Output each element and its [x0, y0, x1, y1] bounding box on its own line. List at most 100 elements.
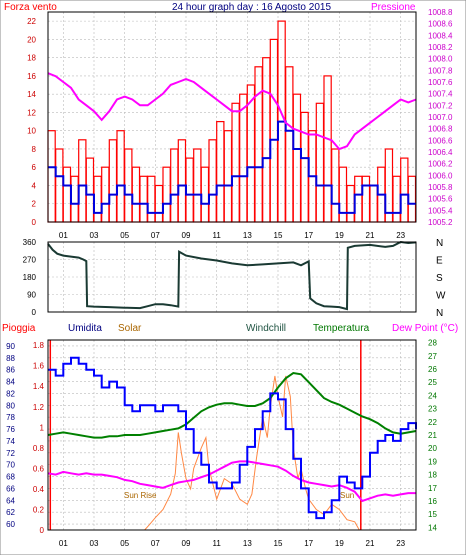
temp-tick-label: 24 [428, 391, 437, 400]
y-left-tick-label: 16 [27, 72, 36, 81]
direction-tick-label: 270 [23, 256, 37, 265]
x-tick-label: 11 [213, 539, 222, 548]
y-right-tick-label: 1005.6 [428, 195, 453, 204]
direction-tick-label: 180 [23, 273, 37, 282]
y-right-tick-label: 1005.2 [428, 218, 453, 227]
direction-tick-label: 90 [27, 291, 36, 300]
y-right-tick-label: 1006.0 [428, 171, 453, 180]
y-left-tick-label: 14 [27, 90, 36, 99]
x-tick-label: 19 [335, 231, 344, 240]
x-tick-label: 01 [59, 231, 68, 240]
rain-tick-label: 0.4 [33, 485, 45, 494]
direction-line [47, 240, 417, 311]
humidity-tick-label: 76 [6, 425, 15, 434]
solar-line [144, 375, 360, 531]
humidity-label: Umidita [68, 323, 102, 334]
y-right-tick-label: 1007.6 [428, 78, 453, 87]
temp-tick-label: 16 [428, 497, 437, 506]
y-left-tick-label: 20 [27, 35, 36, 44]
x-tick-label: 17 [304, 539, 313, 548]
y-right-tick-label: 1008.8 [428, 8, 453, 17]
windchill-label: Windchill [246, 323, 286, 334]
x-tick-label: 07 [151, 539, 160, 548]
solar-label: Solar [118, 323, 142, 334]
wind-label: Forza vento [4, 2, 57, 13]
humidity-temp-panel: Pioggia Umidita Solar Windchill Temperat… [2, 323, 458, 548]
humidity-line [48, 356, 417, 520]
temp-tick-label: 15 [428, 510, 437, 519]
x-tick-label: 13 [243, 231, 252, 240]
x-tick-label: 21 [366, 231, 375, 240]
x-tick-label: 03 [90, 231, 99, 240]
y-left-tick-label: 10 [27, 127, 36, 136]
humidity-tick-label: 82 [6, 389, 15, 398]
panel1-ticks: 01 03 05 07 09 11 13 15 17 19 21 23 0 2 4 6 8 10 12 14 16 18 2… [27, 8, 453, 240]
x-tick-label: 15 [274, 231, 283, 240]
y-left-tick-label: 12 [27, 108, 36, 117]
y-right-tick-label: 1008.0 [428, 55, 453, 64]
humidity-tick-label: 68 [6, 473, 15, 482]
x-tick-label: 09 [182, 231, 191, 240]
sunrise-annotation: Sun Rise [124, 491, 157, 500]
y-right-tick-label: 1007.0 [428, 113, 453, 122]
temp-tick-label: 25 [428, 378, 437, 387]
wind-pressure-panel: Forza vento 24 hour graph day : 16 Agost… [4, 2, 453, 240]
rain-label: Pioggia [2, 323, 36, 334]
x-tick-label: 23 [396, 539, 405, 548]
direction-tick-label: 360 [23, 238, 37, 247]
temp-tick-label: 27 [428, 352, 437, 361]
humidity-tick-label: 62 [6, 508, 15, 517]
x-tick-label: 01 [59, 539, 68, 548]
sunset-annotation: Sun [340, 491, 354, 500]
direction-tick-label: 0 [32, 308, 37, 317]
panel2-frame [47, 241, 417, 313]
x-tick-label: 21 [366, 539, 375, 548]
rain-tick-label: 1 [40, 423, 45, 432]
y-right-tick-label: 1008.4 [428, 31, 453, 40]
y-right-tick-label: 1005.4 [428, 206, 453, 215]
gust-line [48, 120, 416, 214]
pressure-line [47, 72, 417, 151]
humidity-tick-label: 78 [6, 413, 15, 422]
panel1-frame [47, 11, 417, 223]
panel3-frame [47, 339, 417, 531]
y-right-tick-label: 1006.4 [428, 148, 453, 157]
humidity-tick-label: 80 [6, 401, 15, 410]
temp-tick-label: 17 [428, 484, 437, 493]
temp-tick-label: 19 [428, 457, 437, 466]
dewpoint-line [47, 460, 416, 503]
y-right-tick-label: 1008.6 [428, 20, 453, 29]
x-tick-label: 05 [120, 231, 129, 240]
x-tick-label: 13 [243, 539, 252, 548]
rain-tick-label: 1.8 [33, 341, 45, 350]
dewpoint-label: Dew Point (°C) [392, 323, 458, 334]
y-left-tick-label: 22 [27, 17, 36, 26]
y-left-tick-label: 18 [27, 54, 36, 63]
humidity-tick-label: 64 [6, 496, 15, 505]
temp-tick-label: 14 [428, 523, 437, 532]
rain-tick-label: 1.2 [33, 403, 45, 412]
rain-tick-label: 0.8 [33, 444, 45, 453]
humidity-tick-label: 66 [6, 484, 15, 493]
panel3-ticks: 01 03 05 07 09 11 13 15 17 19 21 236062646668707274… [6, 339, 437, 548]
x-tick-label: 05 [120, 539, 129, 548]
y-right-tick-label: 1008.2 [428, 43, 453, 52]
panel2-ticks: 0 N 90 W 180 S 270 E 360 N [23, 238, 446, 319]
x-tick-label: 23 [396, 231, 405, 240]
rain-tick-label: 1.6 [33, 362, 45, 371]
y-left-tick-label: 2 [32, 200, 37, 209]
temperature-label: Temperatura [313, 323, 370, 334]
temp-tick-label: 20 [428, 444, 437, 453]
x-tick-label: 07 [151, 231, 160, 240]
panel2-series [47, 240, 417, 311]
humidity-tick-label: 90 [6, 342, 15, 351]
humidity-tick-label: 88 [6, 354, 15, 363]
y-right-tick-label: 1006.6 [428, 136, 453, 145]
rain-tick-label: 1.4 [33, 382, 45, 391]
y-right-tick-label: 1007.2 [428, 101, 453, 110]
panel3-series [47, 340, 417, 531]
cardinal-label: N [436, 238, 443, 249]
y-right-tick-label: 1006.2 [428, 160, 453, 169]
